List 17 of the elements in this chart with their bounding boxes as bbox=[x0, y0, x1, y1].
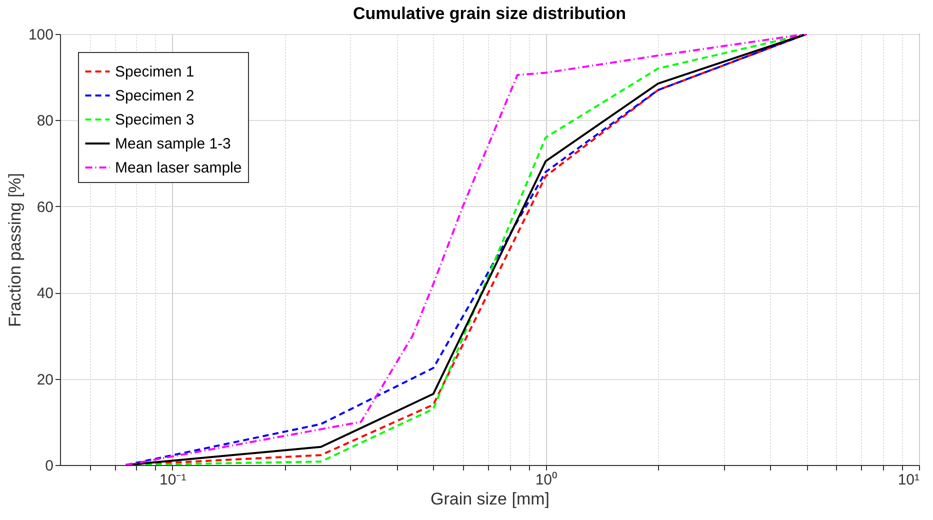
x-tick-label: 10¹ bbox=[898, 472, 920, 488]
legend-label: Mean laser sample bbox=[115, 160, 242, 176]
y-tick-label: 100 bbox=[28, 26, 54, 44]
legend-label: Specimen 1 bbox=[115, 64, 194, 80]
x-axis-title: Grain size [mm] bbox=[430, 490, 550, 508]
y-tick-label: 80 bbox=[36, 112, 54, 130]
y-tick-label: 20 bbox=[36, 371, 54, 388]
y-axis-title: Fraction passing [%] bbox=[5, 172, 24, 328]
legend-label: Specimen 3 bbox=[115, 112, 194, 128]
x-tick-label: 10⁻¹ bbox=[160, 472, 186, 488]
legend-label: Specimen 2 bbox=[115, 88, 194, 104]
chart-title: Cumulative grain size distribution bbox=[353, 4, 626, 23]
legend-label: Mean sample 1-3 bbox=[115, 136, 231, 152]
y-tick-label: 60 bbox=[36, 198, 54, 216]
y-tick-label: 40 bbox=[36, 285, 54, 302]
y-tick-label: 0 bbox=[45, 458, 54, 474]
x-tick-label: 10⁰ bbox=[535, 472, 558, 488]
